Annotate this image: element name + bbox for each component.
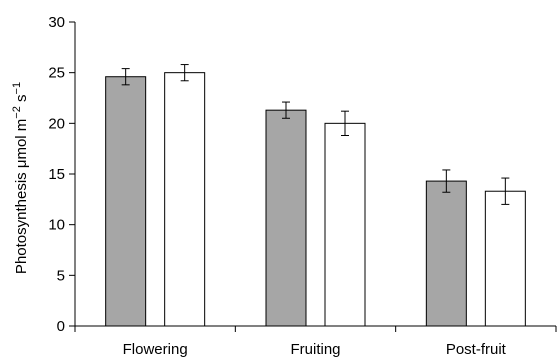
x-category-label: Post-fruit [446, 341, 507, 358]
y-axis: 0 5 10 15 20 25 30 [48, 14, 76, 335]
y-axis-title: Photosynthesis μmol m−2 s−1 [11, 82, 30, 274]
x-category-label: Flowering [123, 341, 188, 358]
bar [265, 109, 307, 327]
y-tick-label: 20 [48, 115, 65, 132]
bar [105, 76, 147, 327]
y-tick-label: 30 [48, 14, 65, 31]
x-axis: Flowering Fruiting Post-fruit [74, 325, 557, 358]
bar [425, 180, 467, 327]
y-tick-label: 0 [57, 318, 65, 335]
x-category-label: Fruiting [290, 341, 340, 358]
bar [324, 122, 366, 327]
y-tick-label: 10 [48, 217, 65, 234]
y-tick-label: 15 [48, 166, 65, 183]
y-tick-label: 5 [57, 267, 65, 284]
bars [105, 64, 526, 327]
bar [164, 72, 206, 327]
y-tick-label: 25 [48, 65, 65, 82]
bar [484, 190, 526, 327]
